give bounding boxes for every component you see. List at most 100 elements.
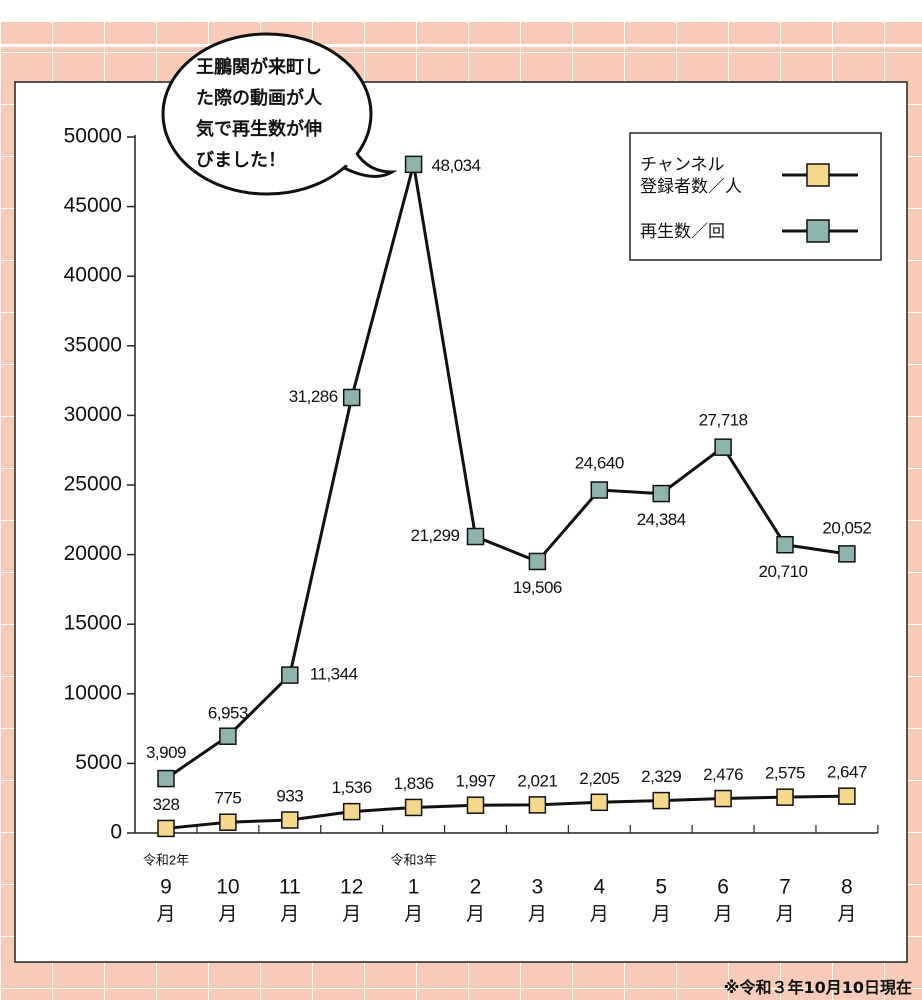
point [466,527,485,546]
y-tick-label: 10000 [64,681,122,704]
y-tick-label: 50000 [64,125,122,148]
era-label: 令和2年 [143,852,189,867]
legend-label-text: チャンネル 登録者数／人 [640,155,742,197]
data-label: 20,052 [822,518,871,537]
top-band [0,0,922,22]
data-label: 31,286 [289,387,338,406]
point [838,787,856,805]
point [342,388,361,407]
x-unit-label: 月 [280,904,299,925]
x-unit-label: 月 [590,904,609,925]
x-unit-label: 月 [156,904,175,925]
series-line [165,163,848,780]
data-label: 20,710 [759,562,808,581]
point [281,811,299,829]
data-label: 1,997 [455,772,495,791]
y-tick-label: 15000 [64,612,122,635]
legend-box [629,132,882,261]
y-tick-label: 40000 [64,264,122,287]
data-label: 2,021 [517,771,557,790]
point [157,819,175,838]
point [528,796,547,814]
note: ※令和３年10月10日現在 [723,978,912,997]
data-label: 2,647 [827,763,867,782]
x-tick-label: 8 [841,876,853,899]
y-tick-label: 0 [110,821,122,844]
point [838,545,856,563]
x-tick-label: 1 [408,876,420,899]
x-tick-label: 9 [160,876,172,899]
x-unit-label: 月 [714,904,733,925]
data-label: 2,329 [641,767,681,786]
x-tick-label: 5 [655,876,667,899]
x-unit-label: 月 [775,904,794,925]
point [342,802,361,821]
legend-swatch [806,163,830,187]
data-label: 21,299 [411,526,460,545]
series-line [165,794,847,830]
data-label: 6,953 [208,704,248,723]
data-label: 2,575 [765,764,805,783]
data-label: 24,384 [637,510,686,529]
x-unit-label: 月 [528,904,547,925]
point [528,552,547,571]
y-tick-label: 30000 [64,403,122,426]
point [714,438,732,456]
x-unit-label: 月 [652,904,671,925]
data-label: 933 [276,786,303,805]
point [404,798,423,817]
point [157,769,175,788]
y-tick-label: 5000 [75,751,122,774]
point [466,796,485,814]
data-label: 775 [214,789,241,808]
legend-label-text: 再生数／回 [640,222,725,242]
x-unit-label: 月 [342,904,361,925]
legend-label: チャンネル 登録者数／人 [640,155,742,197]
annotation: 王鵬関が来町した際の動画が人気で再生数が伸びました！ [196,57,322,171]
bubble [161,32,373,196]
point [714,789,732,808]
point [219,727,237,745]
x-tick-label: 11 [279,876,301,899]
point [776,788,794,806]
y-tick-label: 20000 [64,542,122,565]
point [404,155,423,174]
x-unit-label: 月 [837,904,856,925]
x-unit-label: 月 [404,904,423,925]
point [652,791,670,810]
x-tick-label: 6 [717,876,729,899]
point [281,666,299,684]
data-label: 19,506 [513,578,562,597]
x-tick-label: 4 [593,876,605,899]
data-label: 48,034 [432,156,481,175]
y-tick-label: 45000 [64,194,122,217]
point [219,813,237,831]
data-label: 11,344 [310,665,358,684]
y-tick-label: 35000 [64,333,122,356]
point [776,535,794,554]
x-tick-label: 12 [340,876,363,899]
legend-label: 再生数／回 [640,222,725,242]
legend-swatch [806,219,830,243]
data-label: 3,909 [146,743,186,762]
x-unit-label: 月 [218,904,237,925]
data-label: 24,640 [575,453,624,472]
data-label: 2,205 [579,769,619,788]
top-line [0,44,922,47]
data-label: 2,476 [703,765,743,784]
data-label: 27,718 [699,411,748,430]
data-label: 1,536 [332,778,372,797]
y-tick-label: 25000 [64,473,122,496]
x-tick-label: 2 [470,876,482,899]
x-tick-label: 7 [779,876,791,899]
bubble-tail-cover [334,146,380,174]
data-label: 328 [153,795,180,814]
point [590,481,609,499]
x-unit-label: 月 [466,904,485,925]
x-tick-label: 3 [532,876,544,899]
data-label: 1,836 [394,774,434,793]
point [590,793,609,812]
annotation-text: 王鵬関が来町した際の動画が人気で再生数が伸びました！ [196,57,322,171]
